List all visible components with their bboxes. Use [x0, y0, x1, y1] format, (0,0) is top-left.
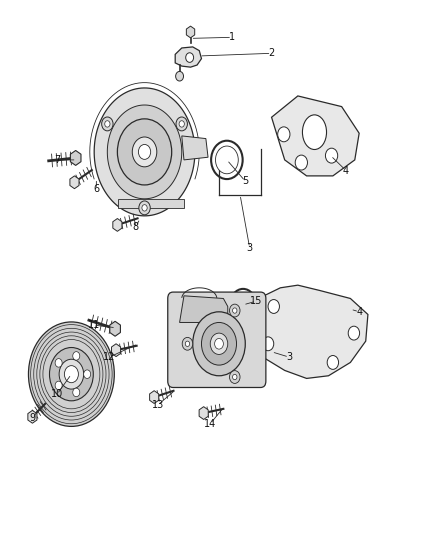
Polygon shape: [94, 88, 195, 216]
Polygon shape: [182, 136, 208, 160]
Text: 7: 7: [54, 155, 60, 165]
Polygon shape: [28, 410, 37, 423]
Polygon shape: [180, 296, 228, 322]
Circle shape: [49, 348, 93, 401]
Polygon shape: [70, 176, 79, 189]
Circle shape: [233, 308, 237, 313]
Circle shape: [185, 341, 190, 346]
Circle shape: [230, 304, 240, 317]
Circle shape: [59, 359, 84, 389]
Polygon shape: [71, 150, 81, 165]
Circle shape: [138, 144, 151, 159]
Polygon shape: [110, 321, 120, 336]
Polygon shape: [113, 219, 122, 231]
Circle shape: [325, 148, 338, 163]
Polygon shape: [150, 391, 159, 403]
Text: 14: 14: [204, 419, 216, 429]
Circle shape: [102, 117, 113, 131]
Text: 8: 8: [133, 222, 139, 231]
Text: 3: 3: [286, 352, 292, 362]
Text: 3: 3: [247, 243, 253, 253]
Circle shape: [117, 119, 172, 185]
Circle shape: [179, 121, 184, 127]
Circle shape: [132, 137, 157, 167]
Circle shape: [64, 366, 78, 383]
Circle shape: [210, 333, 228, 354]
Text: 12: 12: [103, 352, 116, 362]
Text: 15: 15: [250, 296, 262, 306]
Circle shape: [186, 53, 194, 62]
Circle shape: [55, 381, 62, 390]
Circle shape: [230, 370, 240, 383]
Text: 2: 2: [268, 49, 275, 58]
Text: 1: 1: [229, 33, 235, 42]
Circle shape: [176, 71, 184, 81]
Circle shape: [142, 205, 147, 211]
Text: 4: 4: [343, 166, 349, 175]
Polygon shape: [186, 26, 195, 38]
Circle shape: [73, 388, 80, 397]
Circle shape: [348, 326, 360, 340]
Polygon shape: [272, 96, 359, 176]
Text: 4: 4: [356, 307, 362, 317]
Circle shape: [268, 300, 279, 313]
Text: 9: 9: [30, 414, 36, 423]
Text: 13: 13: [152, 400, 164, 410]
FancyBboxPatch shape: [168, 292, 266, 387]
Circle shape: [215, 338, 223, 349]
Polygon shape: [112, 344, 120, 357]
Circle shape: [201, 322, 237, 365]
Circle shape: [105, 121, 110, 127]
Circle shape: [278, 127, 290, 142]
Circle shape: [176, 117, 187, 131]
Circle shape: [327, 356, 339, 369]
Text: 5: 5: [242, 176, 248, 186]
Circle shape: [233, 374, 237, 379]
Circle shape: [55, 359, 62, 367]
Circle shape: [139, 201, 150, 215]
Polygon shape: [118, 199, 184, 208]
Text: 11: 11: [88, 320, 100, 330]
Circle shape: [295, 155, 307, 170]
Circle shape: [234, 294, 252, 316]
Text: 10: 10: [51, 390, 63, 399]
Circle shape: [262, 337, 274, 351]
Circle shape: [73, 352, 80, 360]
Circle shape: [215, 146, 238, 174]
Circle shape: [84, 370, 91, 378]
Circle shape: [28, 322, 114, 426]
Polygon shape: [254, 285, 368, 378]
Polygon shape: [107, 105, 182, 199]
Polygon shape: [175, 47, 201, 67]
Ellipse shape: [302, 115, 326, 150]
Text: 6: 6: [93, 184, 99, 194]
Circle shape: [182, 337, 193, 350]
Polygon shape: [199, 407, 208, 419]
Circle shape: [193, 312, 245, 376]
